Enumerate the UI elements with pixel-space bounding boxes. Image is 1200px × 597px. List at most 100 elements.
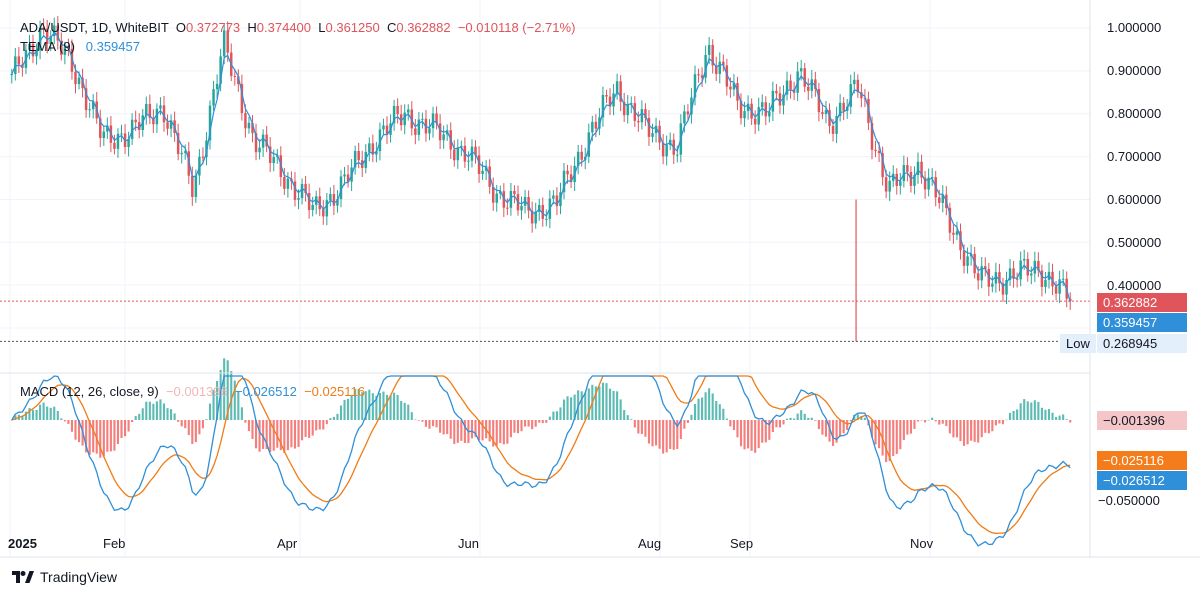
time-tick: Nov [910,536,934,551]
candle-body [183,151,187,153]
histogram-bar [279,420,282,451]
histogram-bar [654,420,658,446]
candle-body [661,142,665,157]
candle-body [205,140,208,158]
histogram-bar [502,420,505,445]
candle-body [325,200,329,217]
open-value: 0.372773 [185,20,241,35]
histogram-bar [839,420,842,437]
histogram-bar [350,394,353,420]
candle-body [640,109,644,123]
candle-body [711,44,714,66]
histogram-bar [849,420,852,422]
symbol-legend[interactable]: ADA/USDT, 1D, WhiteBIT O0.372773 H0.3744… [20,20,575,35]
histogram-bar [690,414,693,420]
histogram-bar [378,392,381,420]
histogram-bar [931,417,934,420]
tema-legend[interactable]: TEMA (9) 0.359457 [20,39,140,54]
histogram-bar [701,397,704,420]
histogram-bar [739,420,743,447]
histogram-bar [421,420,424,422]
histogram-bar [704,392,707,420]
histogram-bar [31,409,35,420]
candle-body [665,144,668,157]
histogram-bar [63,420,66,422]
candle-body [527,196,530,211]
candle-body [923,177,927,190]
histogram-bar [329,418,332,420]
histogram-bar [775,420,778,428]
candle-body [1026,258,1029,276]
candle-body [714,65,718,74]
histogram-bar [1026,401,1029,420]
candle-body [237,76,240,84]
candle-body [265,134,268,147]
candle-body [530,210,534,224]
candle-body [102,131,106,139]
candle-body [399,114,403,126]
histogram-bar [1069,420,1072,423]
histogram-bar [679,420,682,439]
histogram-bar [534,420,537,427]
histogram-bar [286,420,289,451]
candle-body [194,175,198,197]
histogram-bar [729,420,732,427]
histogram-bar [240,407,243,420]
histogram-bar [768,420,771,440]
candle-body [222,30,226,57]
candle-body [261,134,265,148]
histogram-bar [987,420,990,434]
histogram-bar [941,420,944,424]
histogram-bar [708,388,711,420]
histogram-bar [318,420,321,430]
candle-body [304,183,307,194]
candle-body [930,177,934,179]
candle-body [106,125,109,132]
histogram-bar [449,420,452,439]
histogram-bar [973,420,976,442]
candle-body [17,56,21,65]
candle-body [332,194,336,206]
histogram-bar [612,390,615,420]
histogram-bar [715,401,718,420]
histogram-bar [810,417,813,420]
candle-body [1005,280,1008,295]
histogram-bar [339,405,343,420]
histogram-bar [1051,412,1054,420]
tradingview-brand[interactable]: TradingView [12,569,117,585]
histogram-bar [322,420,325,430]
histogram-bar [272,420,275,451]
histogram-bar [552,411,555,420]
histogram-bar [570,397,573,420]
histogram-bar [180,420,183,427]
histogram-bar [651,420,654,447]
histogram-bar [824,420,828,437]
macd-legend[interactable]: MACD (12, 26, close, 9) −0.001396 −0.026… [20,384,365,399]
histogram-bar [920,420,923,421]
candle-body [799,68,803,72]
histogram-bar [371,393,374,420]
close-label: C [386,20,397,35]
candle-body [608,96,612,107]
histogram-bar [513,420,516,433]
histogram-bar [665,420,668,453]
candle-body [622,101,626,116]
histogram-bar [658,420,661,449]
histogram-bar [247,420,251,432]
candle-body [148,103,152,118]
histogram-bar [347,398,350,420]
histogram-bar [722,408,725,420]
candle-body [654,125,658,134]
histogram-bar [831,420,835,446]
histogram-bar [67,420,70,424]
histogram-bar [924,420,927,423]
candle-body [137,122,141,130]
candle-body [509,190,513,208]
histogram-bar [70,420,74,432]
candle-body [764,102,768,117]
histogram-bar [793,418,796,420]
candle-body [438,123,442,141]
candle-body [166,122,169,129]
candle-body [552,195,555,199]
